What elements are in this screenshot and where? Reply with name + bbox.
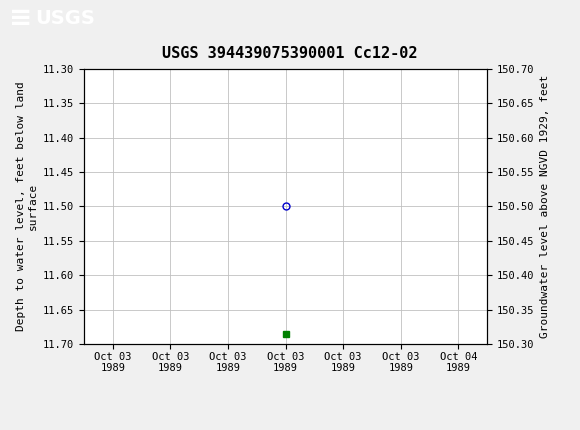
Y-axis label: Depth to water level, feet below land
surface: Depth to water level, feet below land su…: [16, 82, 38, 331]
Text: ≡: ≡: [9, 4, 32, 32]
Text: USGS 394439075390001 Cc12-02: USGS 394439075390001 Cc12-02: [162, 46, 418, 61]
Y-axis label: Groundwater level above NGVD 1929, feet: Groundwater level above NGVD 1929, feet: [540, 75, 550, 338]
Text: USGS: USGS: [35, 9, 95, 28]
